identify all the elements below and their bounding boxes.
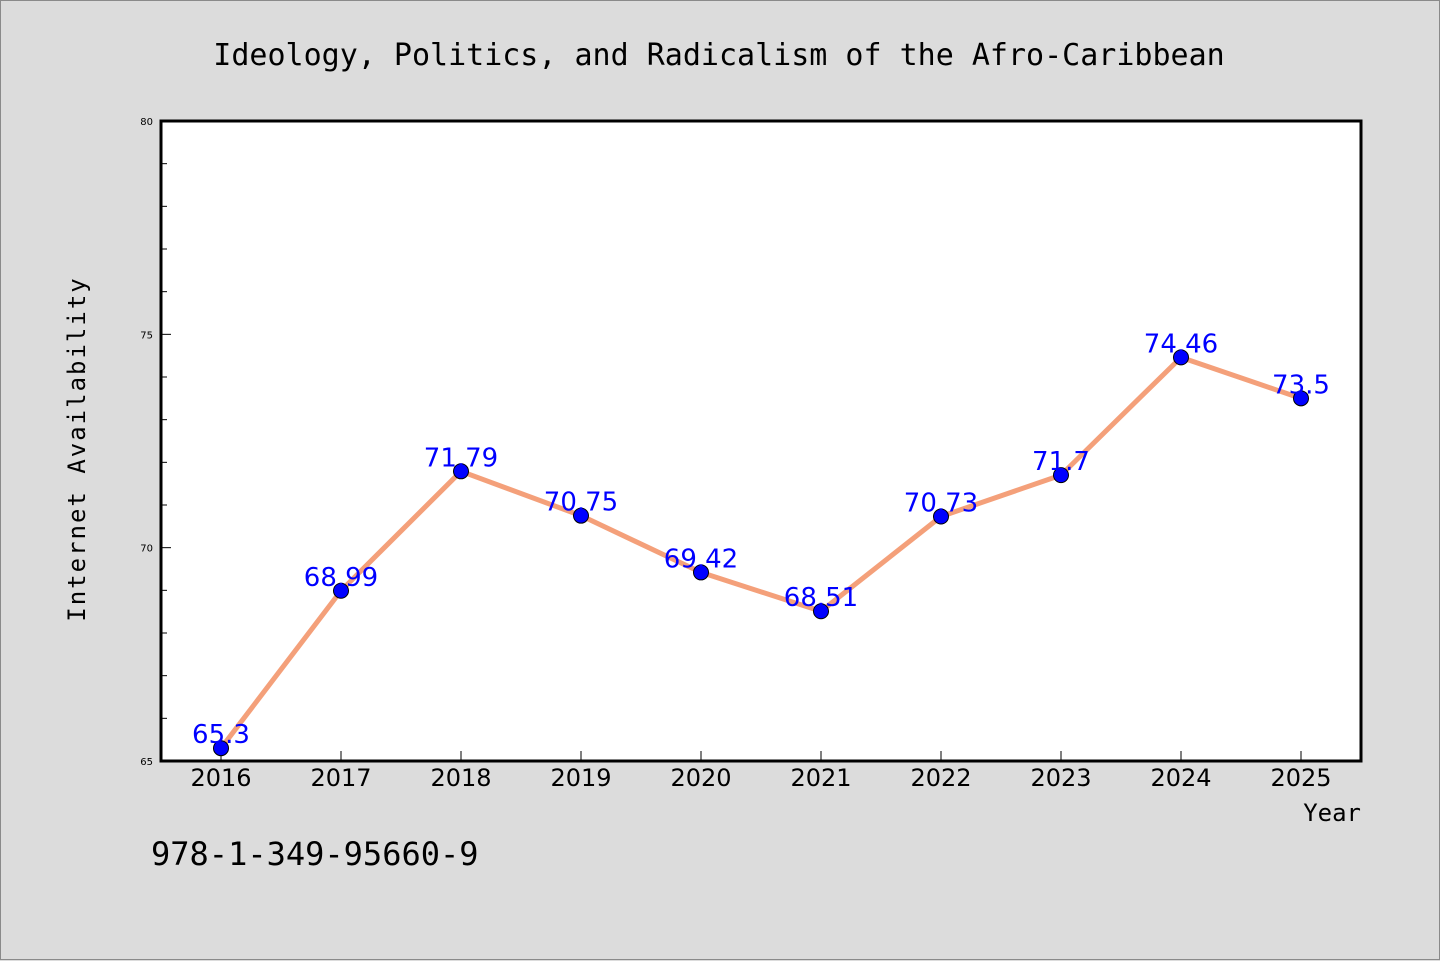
y-axis-ticks: 65 70 75 80 xyxy=(140,117,171,768)
x-tick-label: 2021 xyxy=(790,764,851,792)
x-tick-label: 2025 xyxy=(1270,764,1331,792)
x-tick-label: 2019 xyxy=(550,764,611,792)
plot-area xyxy=(159,119,1363,763)
data-label: 65.3 xyxy=(192,720,250,750)
y-tick-label: 65 xyxy=(140,757,153,768)
x-axis-ticks: 2016 2017 2018 2019 2020 2021 2022 2023 2024 2025 xyxy=(190,751,1332,792)
y-tick-label: 80 xyxy=(140,117,153,128)
data-point xyxy=(933,508,949,525)
data-label: 71.7 xyxy=(1032,447,1090,477)
data-label: 68.51 xyxy=(784,583,858,613)
data-label: 69.42 xyxy=(664,544,738,574)
data-label: 70.73 xyxy=(904,489,978,519)
data-label: 71.79 xyxy=(424,443,498,473)
data-point xyxy=(813,603,829,620)
x-axis-label: Year xyxy=(1303,799,1361,827)
x-tick-label: 2020 xyxy=(670,764,731,792)
isbn-text: 978-1-349-95660-9 xyxy=(151,835,479,873)
data-label: 70.75 xyxy=(544,488,618,518)
x-tick-label: 2024 xyxy=(1150,764,1211,792)
data-point xyxy=(1173,349,1189,366)
data-label: 74.46 xyxy=(1144,329,1218,359)
data-label: 73.5 xyxy=(1272,370,1330,400)
x-tick-label: 2016 xyxy=(190,764,251,792)
chart-title: Ideology, Politics, and Radicalism of th… xyxy=(213,38,1224,73)
x-tick-label: 2023 xyxy=(1030,764,1091,792)
data-markers xyxy=(213,349,1309,757)
data-point xyxy=(693,564,709,581)
data-label: 68.99 xyxy=(304,563,378,593)
data-labels: 65.3 68.99 71.79 70.75 69.42 68.51 70.73 71.7 74… xyxy=(192,329,1330,750)
x-tick-label: 2017 xyxy=(310,764,371,792)
y-tick-label: 75 xyxy=(140,330,153,341)
data-point xyxy=(1053,467,1069,484)
data-point xyxy=(573,507,589,524)
y-tick-label: 70 xyxy=(140,544,153,555)
x-tick-label: 2018 xyxy=(430,764,491,792)
data-point xyxy=(453,463,469,480)
data-point xyxy=(333,582,349,599)
data-point xyxy=(213,740,229,757)
data-point xyxy=(1293,390,1309,407)
x-tick-label: 2022 xyxy=(910,764,971,792)
series-line xyxy=(219,354,1302,750)
y-axis-label: Internet Availability xyxy=(63,276,91,621)
